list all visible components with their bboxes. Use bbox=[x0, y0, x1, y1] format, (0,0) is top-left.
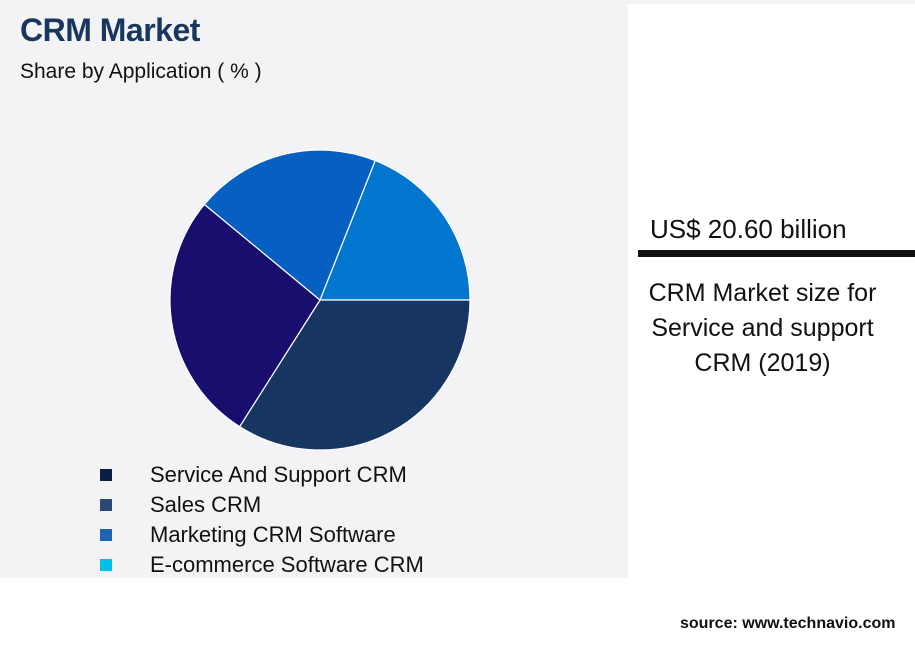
pie-slice-e-commerce-software-crm bbox=[319, 159, 471, 301]
page-title: CRM Market bbox=[20, 12, 200, 48]
legend-swatch bbox=[100, 529, 112, 541]
highlight-panel bbox=[628, 4, 915, 648]
chart-legend: Service And Support CRM Sales CRM Market… bbox=[100, 460, 424, 580]
legend-item: Sales CRM bbox=[100, 490, 424, 520]
legend-swatch bbox=[100, 469, 112, 481]
legend-swatch bbox=[100, 499, 112, 511]
market-size-value: US$ 20.60 billion bbox=[650, 214, 847, 244]
legend-item: E-commerce Software CRM bbox=[100, 550, 424, 580]
page-subtitle: Share by Application ( % ) bbox=[20, 60, 262, 83]
legend-label: Service And Support CRM bbox=[150, 462, 407, 487]
legend-label: E-commerce Software CRM bbox=[150, 552, 424, 577]
pie-slice-service-and-support-crm bbox=[238, 299, 471, 451]
legend-item: Marketing CRM Software bbox=[100, 520, 424, 550]
legend-item: Service And Support CRM bbox=[100, 460, 424, 490]
legend-label: Sales CRM bbox=[150, 492, 262, 517]
legend-swatch bbox=[100, 559, 112, 571]
pie-slice-sales-crm bbox=[169, 203, 321, 428]
market-size-description: CRM Market size for Service and support … bbox=[648, 279, 877, 377]
pie-slice-marketing-crm-software bbox=[203, 149, 376, 301]
divider bbox=[638, 250, 915, 257]
bottom-band bbox=[0, 578, 628, 648]
pie-chart bbox=[169, 149, 471, 451]
source-note: source: www.technavio.com bbox=[680, 615, 896, 632]
legend-label: Marketing CRM Software bbox=[150, 522, 396, 547]
